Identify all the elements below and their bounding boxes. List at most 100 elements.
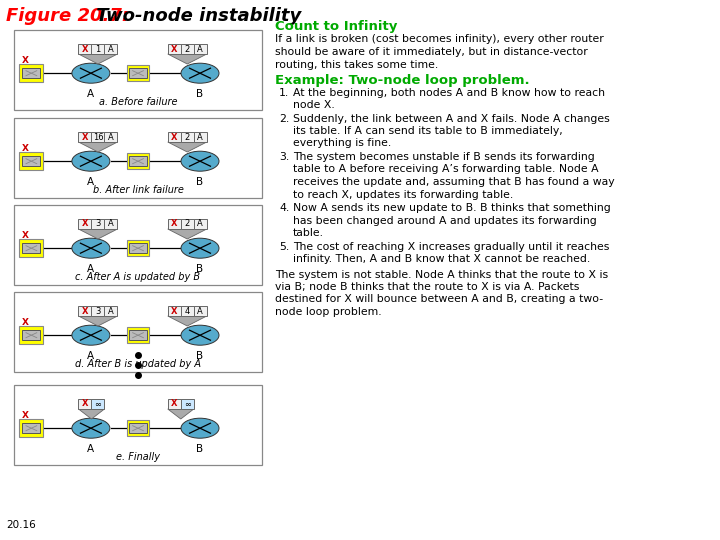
Ellipse shape bbox=[181, 238, 219, 258]
Text: table to A before receiving A’s forwarding table. Node A: table to A before receiving A’s forwardi… bbox=[293, 165, 598, 174]
Ellipse shape bbox=[181, 63, 219, 83]
Bar bbox=[78, 132, 91, 142]
Bar bbox=[104, 132, 117, 142]
Text: X: X bbox=[171, 44, 178, 53]
Text: B: B bbox=[197, 444, 204, 454]
Bar bbox=[181, 219, 194, 229]
Bar bbox=[104, 219, 117, 229]
Text: 4.: 4. bbox=[279, 203, 289, 213]
Ellipse shape bbox=[72, 238, 110, 258]
Text: 1.: 1. bbox=[279, 87, 289, 98]
Bar bbox=[91, 132, 104, 142]
Text: has been changed around A and updates its forwarding: has been changed around A and updates it… bbox=[293, 215, 597, 226]
Text: a. Before failure: a. Before failure bbox=[99, 97, 177, 107]
Text: X: X bbox=[82, 219, 89, 228]
Text: X: X bbox=[22, 231, 28, 240]
Bar bbox=[168, 44, 181, 54]
Ellipse shape bbox=[72, 151, 110, 171]
Bar bbox=[78, 219, 91, 229]
Bar bbox=[14, 30, 262, 110]
Polygon shape bbox=[78, 229, 117, 239]
Text: 2: 2 bbox=[184, 219, 190, 228]
Text: Example: Two-node loop problem.: Example: Two-node loop problem. bbox=[275, 74, 530, 87]
Bar bbox=[19, 239, 43, 257]
Bar bbox=[194, 306, 207, 316]
Polygon shape bbox=[168, 229, 207, 239]
Text: b. After link failure: b. After link failure bbox=[93, 185, 184, 195]
Text: Suddenly, the link between A and X fails. Node A changes: Suddenly, the link between A and X fails… bbox=[293, 113, 610, 124]
Text: The system is not stable. Node A thinks that the route to X is: The system is not stable. Node A thinks … bbox=[275, 269, 608, 280]
Bar bbox=[104, 306, 117, 316]
Text: 3: 3 bbox=[95, 307, 101, 315]
Polygon shape bbox=[168, 409, 194, 419]
Bar bbox=[22, 243, 40, 253]
Bar bbox=[129, 68, 147, 78]
Text: 2: 2 bbox=[184, 44, 190, 53]
Bar bbox=[168, 219, 181, 229]
Text: At the beginning, both nodes A and B know how to reach: At the beginning, both nodes A and B kno… bbox=[293, 87, 605, 98]
Text: table.: table. bbox=[293, 228, 324, 238]
Text: Figure 20.7:: Figure 20.7: bbox=[6, 7, 129, 25]
Text: X: X bbox=[82, 307, 89, 315]
Text: e. Finally: e. Finally bbox=[116, 452, 160, 462]
Text: ∞: ∞ bbox=[184, 400, 191, 408]
Bar bbox=[14, 118, 262, 198]
Bar bbox=[181, 132, 194, 142]
Text: A: A bbox=[197, 44, 203, 53]
Bar bbox=[181, 44, 194, 54]
Bar bbox=[19, 419, 43, 437]
Text: X: X bbox=[171, 219, 178, 228]
Bar bbox=[129, 423, 147, 433]
Polygon shape bbox=[78, 54, 117, 64]
Bar bbox=[127, 153, 149, 169]
Ellipse shape bbox=[72, 418, 110, 438]
Text: everything is fine.: everything is fine. bbox=[293, 138, 391, 149]
Text: A: A bbox=[197, 307, 203, 315]
Bar bbox=[91, 44, 104, 54]
Bar bbox=[194, 219, 207, 229]
Text: node loop problem.: node loop problem. bbox=[275, 307, 382, 317]
Bar bbox=[194, 44, 207, 54]
Ellipse shape bbox=[181, 151, 219, 171]
Bar bbox=[14, 385, 262, 465]
Polygon shape bbox=[78, 142, 117, 152]
Text: A: A bbox=[108, 307, 114, 315]
Text: X: X bbox=[171, 132, 178, 141]
Text: X: X bbox=[22, 411, 28, 420]
Text: The system becomes unstable if B sends its forwarding: The system becomes unstable if B sends i… bbox=[293, 152, 595, 162]
Polygon shape bbox=[78, 316, 117, 326]
Bar bbox=[14, 292, 262, 372]
Text: A: A bbox=[87, 177, 94, 187]
Bar bbox=[168, 399, 181, 409]
Bar bbox=[127, 327, 149, 343]
Ellipse shape bbox=[181, 418, 219, 438]
Bar bbox=[127, 65, 149, 81]
Bar bbox=[127, 420, 149, 436]
Bar bbox=[78, 399, 91, 409]
Bar bbox=[22, 330, 40, 340]
Text: Now A sends its new update to B. B thinks that something: Now A sends its new update to B. B think… bbox=[293, 203, 611, 213]
Bar bbox=[129, 243, 147, 253]
Text: A: A bbox=[87, 264, 94, 274]
Text: to reach X, updates its forwarding table.: to reach X, updates its forwarding table… bbox=[293, 190, 513, 199]
Text: If a link is broken (cost becomes infinity), every other router: If a link is broken (cost becomes infini… bbox=[275, 35, 604, 44]
Text: 3: 3 bbox=[95, 219, 101, 228]
Text: A: A bbox=[87, 89, 94, 99]
Ellipse shape bbox=[181, 325, 219, 345]
Text: X: X bbox=[82, 400, 89, 408]
Text: A: A bbox=[197, 132, 203, 141]
Text: should be aware of it immediately, but in distance-vector: should be aware of it immediately, but i… bbox=[275, 47, 588, 57]
Text: X: X bbox=[22, 318, 28, 327]
Bar bbox=[91, 219, 104, 229]
Text: B: B bbox=[197, 264, 204, 274]
Text: 5.: 5. bbox=[279, 241, 289, 252]
Polygon shape bbox=[78, 409, 104, 419]
Text: Two-node instability: Two-node instability bbox=[90, 7, 301, 25]
Text: B: B bbox=[197, 351, 204, 361]
Bar bbox=[181, 306, 194, 316]
Bar bbox=[14, 205, 262, 285]
Text: its table. If A can send its table to B immediately,: its table. If A can send its table to B … bbox=[293, 126, 563, 136]
Bar bbox=[91, 399, 104, 409]
Ellipse shape bbox=[72, 325, 110, 345]
Text: X: X bbox=[171, 307, 178, 315]
